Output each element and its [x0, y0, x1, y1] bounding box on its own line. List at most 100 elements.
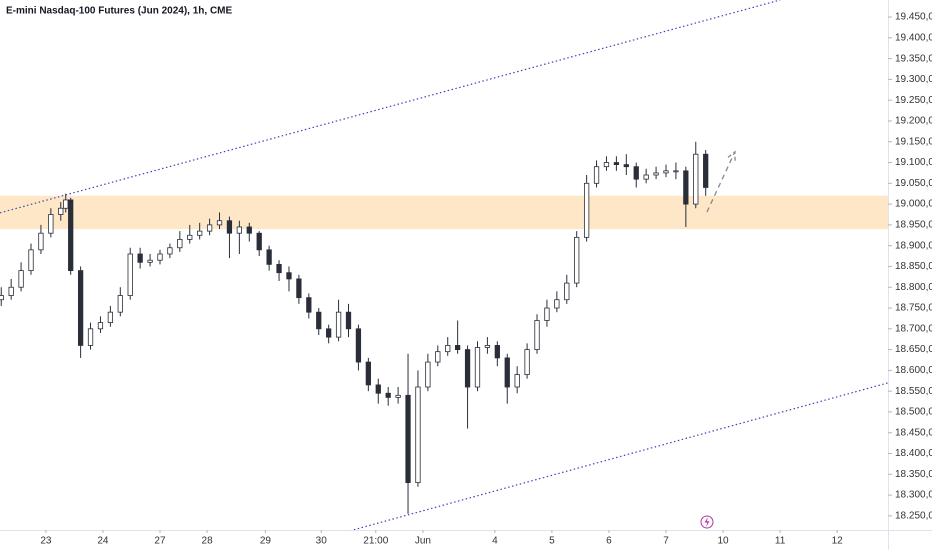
- y-tick-label: 18.700,00: [895, 323, 932, 334]
- y-tick-label: 18.600,00: [895, 365, 932, 376]
- x-tick-label: 12: [832, 536, 844, 547]
- candle-body: [355, 328, 362, 363]
- x-tick-label: 21:00: [363, 536, 388, 547]
- candle-body: [623, 164, 629, 168]
- price-zone: [0, 195, 888, 230]
- candle-body: [236, 226, 242, 234]
- candle-body: [494, 345, 500, 359]
- candle-body: [583, 182, 590, 238]
- y-tick-label: 18.800,00: [895, 282, 932, 293]
- y-tick-label: 19.150,00: [895, 136, 932, 147]
- candle-body: [8, 286, 14, 296]
- candle-body: [574, 236, 580, 284]
- plot-area: [0, 0, 888, 530]
- x-tick-label: 27: [154, 536, 166, 547]
- y-tick-label: 18.250,00: [895, 511, 932, 522]
- y-tick-label: 18.850,00: [895, 261, 932, 272]
- candle-body: [107, 311, 114, 323]
- candle-body: [97, 322, 104, 330]
- candle-body: [216, 220, 223, 226]
- y-tick-label: 18.400,00: [895, 448, 932, 459]
- candle-body: [405, 394, 411, 484]
- candle-body: [127, 253, 133, 296]
- projection-arrowhead: [727, 150, 736, 161]
- candle-body: [613, 162, 620, 166]
- y-tick-label: 18.500,00: [895, 407, 932, 418]
- y-tick-label: 19.250,00: [895, 95, 932, 106]
- y-tick-label: 18.350,00: [895, 469, 932, 480]
- candle-body: [137, 253, 143, 263]
- candle-body: [544, 307, 550, 321]
- y-tick-label: 19.000,00: [895, 199, 932, 210]
- candle-body: [534, 320, 540, 350]
- candle-body: [633, 166, 639, 180]
- candle-body: [554, 299, 560, 309]
- x-tick-label: 23: [40, 536, 52, 547]
- candle-body: [524, 349, 530, 375]
- candle-body: [38, 232, 44, 251]
- y-tick-label: 18.650,00: [895, 344, 932, 355]
- y-tick-label: 19.050,00: [895, 178, 932, 189]
- candle-body: [48, 214, 54, 234]
- candle-body: [375, 384, 381, 394]
- x-tick-label: 5: [549, 536, 555, 547]
- x-tick-label: 10: [717, 536, 729, 547]
- candle-body: [464, 349, 471, 388]
- candle-body: [306, 297, 312, 313]
- candle-body: [564, 282, 570, 301]
- y-tick-label: 18.300,00: [895, 490, 932, 501]
- candle-body: [455, 345, 461, 350]
- y-tick-label: 19.400,00: [895, 32, 932, 43]
- candle-body: [167, 247, 173, 255]
- candle-body: [603, 162, 610, 168]
- candle-body: [296, 278, 302, 299]
- chart-title: E-mini Nasdaq-100 Futures (Jun 2024), 1h…: [6, 6, 232, 17]
- candle-body: [643, 174, 649, 180]
- y-tick-label: 19.200,00: [895, 116, 932, 127]
- candle-body: [415, 386, 421, 484]
- candle-body: [266, 249, 272, 265]
- candle-body: [326, 328, 332, 338]
- candle-body: [286, 272, 292, 280]
- candle-body: [514, 374, 520, 388]
- candle-body: [484, 345, 491, 348]
- candle-body: [445, 345, 451, 353]
- candle-body: [58, 207, 64, 215]
- candle-body: [425, 361, 431, 388]
- y-tick-label: 19.350,00: [895, 53, 932, 64]
- y-tick-label: 18.550,00: [895, 386, 932, 397]
- y-tick-label: 19.100,00: [895, 157, 932, 168]
- candle-body: [28, 249, 34, 272]
- candle-body: [335, 311, 342, 338]
- y-tick-label: 18.450,00: [895, 427, 932, 438]
- x-tick-label: 7: [663, 536, 669, 547]
- y-tick-label: 18.900,00: [895, 240, 932, 251]
- candle-body: [474, 347, 481, 388]
- x-tick-label: 11: [775, 536, 786, 547]
- candle-body: [385, 392, 391, 398]
- candle-body: [18, 270, 24, 288]
- candle-body: [703, 153, 709, 188]
- candle-body: [157, 253, 163, 261]
- candle-body: [395, 394, 401, 398]
- candle-body: [653, 172, 659, 176]
- candle-body: [693, 153, 699, 205]
- y-tick-label: 19.450,00: [895, 12, 932, 23]
- candle-body: [593, 166, 600, 184]
- candle-body: [177, 239, 183, 249]
- projection-line: [706, 151, 736, 213]
- candle-body: [197, 230, 203, 236]
- trend-line: [350, 382, 888, 530]
- candle-body: [365, 361, 371, 386]
- x-tick-label: 30: [316, 536, 328, 547]
- lightning-icon: [700, 515, 714, 529]
- candle-body: [673, 170, 679, 173]
- candle-body: [226, 220, 233, 234]
- candle-body: [117, 295, 123, 313]
- candle-body: [87, 328, 94, 346]
- candle-body: [504, 357, 510, 388]
- candle-body: [276, 263, 282, 274]
- candle-body: [0, 295, 4, 301]
